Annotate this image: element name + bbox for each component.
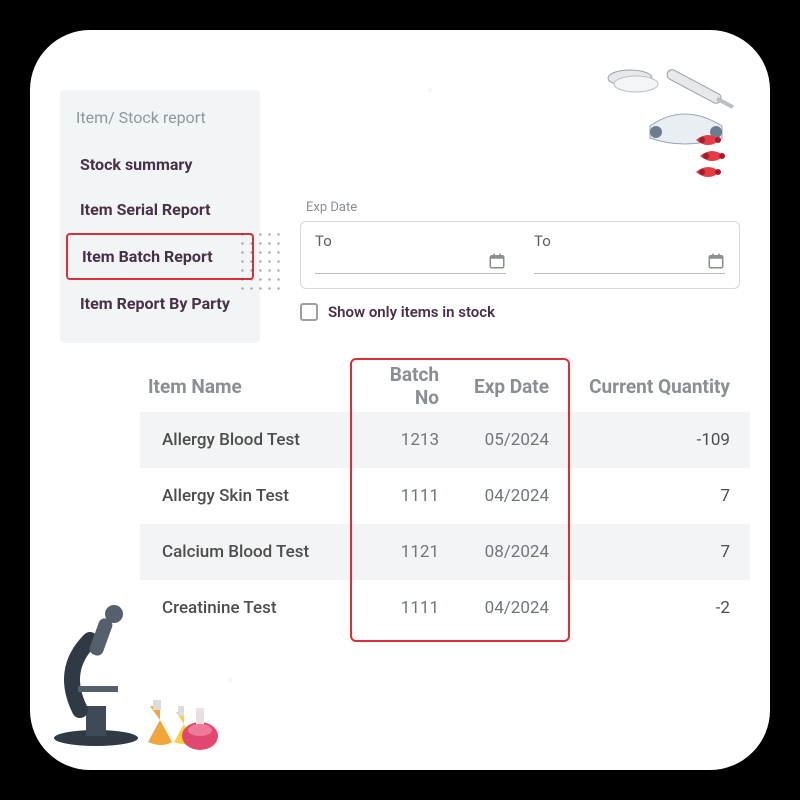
cell-qty: 7: [565, 486, 740, 506]
cell-qty: -2: [565, 598, 740, 618]
report-sidebar: Item/ Stock report Stock summary Item Se…: [60, 90, 260, 343]
calendar-icon[interactable]: [488, 252, 506, 274]
sidebar-item-stock-summary[interactable]: Stock summary: [66, 143, 254, 186]
cell-exp-date: 08/2024: [455, 542, 565, 562]
date-from-label: To: [315, 232, 506, 250]
sidebar-item-serial-report[interactable]: Item Serial Report: [66, 188, 254, 231]
sidebar-item-report-by-party[interactable]: Item Report By Party: [66, 282, 254, 325]
cell-batch-no: 1121: [355, 542, 455, 562]
show-only-label: Show only items in stock: [328, 303, 495, 321]
cell-item-name: Allergy Skin Test: [140, 486, 355, 506]
show-only-row: Show only items in stock: [300, 303, 740, 321]
cell-item-name: Creatinine Test: [140, 598, 355, 618]
lab-decor-top-right: [600, 60, 740, 200]
cell-batch-no: 1213: [355, 430, 455, 450]
cell-exp-date: 05/2024: [455, 430, 565, 450]
col-item-name: Item Name: [140, 375, 355, 398]
date-range-box: To To: [300, 221, 740, 289]
date-to-field[interactable]: To: [534, 232, 725, 274]
date-to-label: To: [534, 232, 725, 250]
date-from-field[interactable]: To: [315, 232, 506, 274]
cell-item-name: Allergy Blood Test: [140, 430, 355, 450]
cell-exp-date: 04/2024: [455, 598, 565, 618]
cell-qty: 7: [565, 542, 740, 562]
exp-date-label: Exp Date: [306, 200, 740, 215]
cell-batch-no: 1111: [355, 486, 455, 506]
cell-exp-date: 04/2024: [455, 486, 565, 506]
cell-item-name: Calcium Blood Test: [140, 542, 355, 562]
filter-area: Exp Date To To: [300, 200, 740, 321]
cell-qty: -109: [565, 430, 740, 450]
table-header: Item Name Batch No Exp Date Current Quan…: [140, 360, 750, 412]
sidebar-item-batch-report[interactable]: Item Batch Report: [66, 233, 254, 280]
sidebar-title: Item/ Stock report: [60, 100, 260, 141]
table-row[interactable]: Calcium Blood Test 1121 08/2024 7: [140, 524, 750, 580]
col-batch-no: Batch No: [355, 363, 455, 409]
batch-report-table: Item Name Batch No Exp Date Current Quan…: [140, 360, 750, 636]
show-only-checkbox[interactable]: [300, 303, 318, 321]
table-row[interactable]: Allergy Blood Test 1213 05/2024 -109: [140, 412, 750, 468]
report-panel: Item/ Stock report Stock summary Item Se…: [30, 30, 770, 770]
table-row[interactable]: Allergy Skin Test 1111 04/2024 7: [140, 468, 750, 524]
col-exp-date: Exp Date: [455, 375, 565, 398]
cell-batch-no: 1111: [355, 598, 455, 618]
col-current-qty: Current Quantity: [565, 375, 740, 398]
table-row[interactable]: Creatinine Test 1111 04/2024 -2: [140, 580, 750, 636]
calendar-icon[interactable]: [707, 252, 725, 274]
